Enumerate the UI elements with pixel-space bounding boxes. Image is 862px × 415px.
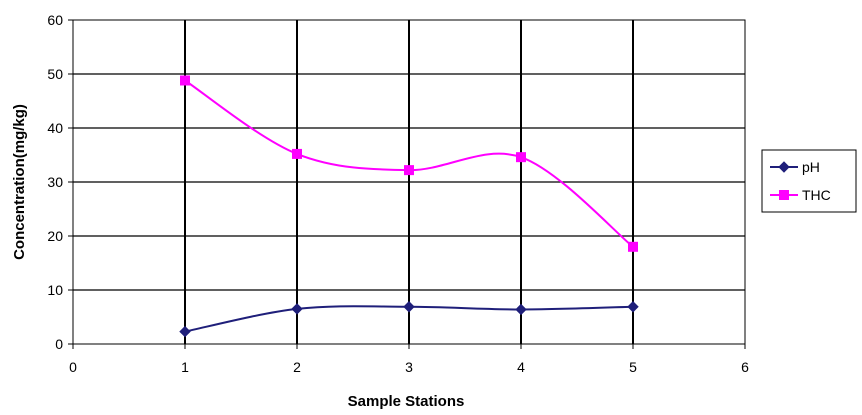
data-point-thc xyxy=(516,152,526,163)
legend-item-ph: pH xyxy=(770,159,820,175)
y-tick-label: 50 xyxy=(47,66,63,82)
x-tick-label: 4 xyxy=(517,359,525,375)
series-ph xyxy=(179,301,639,338)
gridlines xyxy=(73,20,745,344)
data-point-ph xyxy=(179,325,191,338)
y-tick-label: 60 xyxy=(47,12,63,28)
data-point-thc xyxy=(404,165,414,176)
y-tick-label: 40 xyxy=(47,120,63,136)
series-thc xyxy=(180,75,638,252)
data-point-thc xyxy=(292,148,302,159)
legend-swatch-marker xyxy=(779,190,789,200)
x-tick-label: 1 xyxy=(181,359,189,375)
x-tick-label: 0 xyxy=(69,359,77,375)
legend-box xyxy=(761,149,857,213)
series-layer xyxy=(179,75,639,338)
data-point-ph xyxy=(291,303,303,315)
y-tick-label: 0 xyxy=(55,336,63,352)
data-point-thc xyxy=(628,241,638,252)
x-tick-label: 2 xyxy=(293,359,301,375)
x-tick-label: 5 xyxy=(629,359,637,375)
y-axis-title: Concentration(mg/kg) xyxy=(11,104,28,260)
legend: pH THC xyxy=(761,149,857,213)
data-point-thc xyxy=(180,75,190,86)
legend-label: pH xyxy=(802,159,820,175)
legend-swatch-marker xyxy=(778,161,790,173)
legend-label: THC xyxy=(802,187,831,203)
y-tick-label: 20 xyxy=(47,228,63,244)
data-point-ph xyxy=(515,303,527,316)
x-axis-title: Sample Stations xyxy=(348,393,465,410)
data-point-ph xyxy=(627,301,639,313)
data-point-ph xyxy=(403,301,415,313)
y-tick-label: 30 xyxy=(47,174,63,190)
x-tick-label: 3 xyxy=(405,359,413,375)
x-tick-label: 6 xyxy=(741,359,749,375)
tick-labels: 0 10 20 30 40 50 60 0 1 2 3 4 5 6 xyxy=(47,12,749,375)
legend-item-thc: THC xyxy=(770,187,831,203)
y-tick-label: 10 xyxy=(47,282,63,298)
